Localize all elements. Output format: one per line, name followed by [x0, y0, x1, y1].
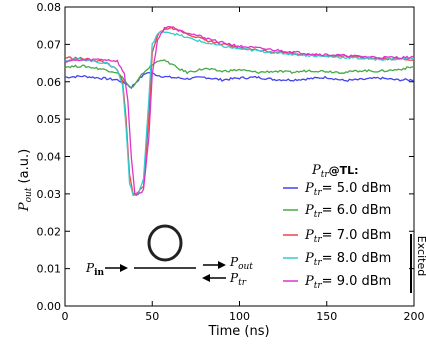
legend-entry-1: Ptr= 5.0 dBm — [304, 181, 391, 198]
series-line-2 — [64, 59, 415, 89]
y-axis-label: Pout (a.u.) — [17, 149, 34, 212]
x-tick-label: 200 — [404, 310, 425, 323]
y-tick-label: 0.06 — [37, 76, 62, 89]
legend-entry-5: Ptr= 9.0 dBm — [304, 274, 391, 291]
y-tick-label: 0.01 — [37, 263, 62, 276]
x-axis-label: Time (ns) — [207, 324, 269, 339]
inset-label-pout: Pout — [229, 255, 253, 272]
x-tick-label: 0 — [62, 310, 69, 323]
ticks-layer: 0 50 100 150 200 0.00 0.01 0.02 0.03 0.04 0.05 0.06… — [37, 1, 425, 323]
series-line-5 — [64, 25, 415, 197]
excited-label: Excited — [415, 236, 426, 276]
y-axis-label-sub: out — [24, 187, 34, 202]
y-tick-label: 0.02 — [37, 225, 62, 238]
legend-title: Ptr@TL: — [311, 163, 359, 180]
input-arrow-icon — [105, 264, 128, 272]
series-layer — [64, 25, 415, 197]
output-arrow-icon — [203, 261, 226, 269]
legend-entry-2: Ptr= 6.0 dBm — [304, 203, 391, 220]
y-tick-label: 0.04 — [37, 151, 62, 164]
legend-entry-3: Ptr= 7.0 dBm — [304, 228, 391, 245]
y-tick-label: 0.08 — [37, 1, 62, 14]
x-tick-label: 150 — [316, 310, 337, 323]
y-tick-label: 0.03 — [37, 188, 62, 201]
legend-entry-4: Ptr= 8.0 dBm — [304, 251, 391, 268]
inset-label-ptr: Ptr — [229, 271, 247, 288]
series-line-1 — [64, 71, 415, 90]
y-tick-label: 0.00 — [37, 300, 62, 313]
y-axis-label-p: P — [17, 202, 32, 212]
transmit-arrow-icon — [202, 274, 226, 282]
inset-label-pin: Pin — [85, 261, 104, 278]
series-line-3 — [64, 26, 415, 195]
legend: Ptr@TL:Ptr= 5.0 dBm Ptr= 6.0 dBm Ptr= 7.0 … — [283, 163, 426, 293]
series-line-4 — [64, 30, 415, 197]
ring-resonator-icon — [147, 224, 183, 262]
y-tick-label: 0.07 — [37, 38, 62, 51]
svg-text:Pout (a.u.): Pout (a.u.) — [17, 149, 34, 212]
y-tick-label: 0.05 — [37, 113, 62, 126]
x-tick-label: 100 — [229, 310, 250, 323]
x-tick-label: 50 — [145, 310, 159, 323]
